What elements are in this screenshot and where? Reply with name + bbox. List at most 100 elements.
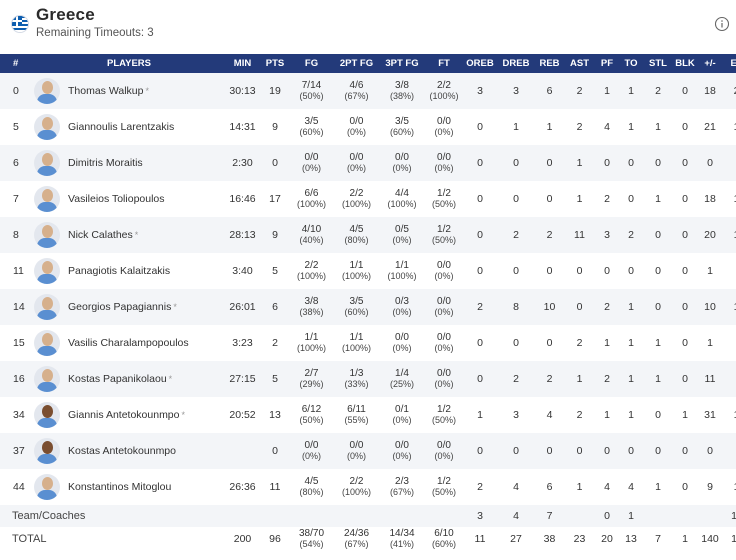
stat-eff: 21 (723, 73, 736, 109)
stat-dreb: 8 (513, 301, 519, 313)
fg-stack: 1/1 (100%) (297, 332, 326, 354)
ft-made-attempted: 0/0 (437, 152, 451, 163)
player-name-link[interactable]: Konstantinos Mitoglou (68, 481, 172, 493)
player-name-link[interactable]: Thomas Walkup (68, 85, 144, 97)
column-header-players: PLAYERS (107, 58, 151, 69)
player-name-link[interactable]: Panagiotis Kalaitzakis (68, 265, 171, 277)
empty-cell (379, 505, 425, 527)
fg2-made-attempted: 1/1 (349, 332, 364, 343)
empty-cell (289, 505, 334, 527)
player-row[interactable]: 6 Dimitris Moraitis 2:30 0 0/0 (0%) 0/0 (0%) 0/0… (0, 145, 736, 181)
stat-pm: 18 (704, 193, 716, 205)
team-header: Greece Remaining Timeouts: 3 (0, 0, 736, 54)
player-info: Konstantinos Mitoglou (34, 474, 224, 500)
player-row[interactable]: 5 Giannoulis Larentzakis 14:31 9 3/5 (60%) 0/0… (0, 109, 736, 145)
stat-eff: 10 (723, 289, 736, 325)
stat-ast: 1 (576, 193, 583, 205)
info-icon[interactable] (714, 16, 730, 32)
ft-stack: 1/2 (50%) (432, 476, 456, 498)
player-name-link[interactable]: Giannoulis Larentzakis (68, 121, 175, 133)
player-row[interactable]: 8 Nick Calathes * 28:13 9 4/10 (40%) 4/5 (80%) 0/… (0, 217, 736, 253)
fg2-percentage: (100%) (341, 487, 371, 497)
stat-blk: 0 (682, 157, 688, 169)
ft-percentage: (50%) (431, 415, 456, 425)
minutes (224, 433, 261, 469)
fg3-percentage: (38%) (389, 91, 414, 101)
starter-marker: * (181, 410, 186, 420)
ft-cell: 0/0 (0%) (425, 109, 463, 145)
total-fg3-made-attempted: 14/34 (389, 528, 415, 539)
fg3-stack: 0/0 (0%) (392, 152, 411, 174)
fg-percentage: (29%) (299, 379, 324, 389)
ft-percentage: (0%) (434, 343, 454, 353)
player-name-link[interactable]: Giannis Antetokounmpo (68, 409, 180, 421)
player-info: Panagiotis Kalaitzakis (34, 258, 224, 284)
ft-made-attempted: 1/2 (437, 476, 451, 487)
stat-to: 1 (628, 121, 634, 133)
ft-cell: 1/2 (50%) (425, 181, 463, 217)
stat-pm: 31 (704, 409, 716, 421)
stat-to: 0 (628, 193, 634, 205)
ft-percentage: (50%) (431, 487, 456, 497)
stat-to: 2 (628, 229, 634, 241)
player-name-link[interactable]: Kostas Papanikolaou (68, 373, 167, 385)
fg3-percentage: (100%) (387, 199, 417, 209)
fg-made-attempted: 3/5 (304, 116, 319, 127)
player-name-link[interactable]: Kostas Antetokounmpo (68, 445, 176, 457)
stat-oreb: 0 (477, 265, 483, 277)
stat-pm: 0 (707, 157, 713, 169)
fg-made-attempted: 4/10 (301, 224, 322, 235)
fg3-cell: 4/4 (100%) (379, 181, 425, 217)
starter-marker: * (173, 302, 177, 312)
player-row[interactable]: 7 Vasileios Toliopoulos 16:46 17 6/6 (100%) 2/… (0, 181, 736, 217)
ft-stack: 2/2 (100%) (429, 80, 458, 102)
fg2-stack: 6/11 (55%) (344, 404, 368, 426)
player-row[interactable]: 37 Kostas Antetokounmpo 0 0/0 (0%) 0/0 (0%) 0/0… (0, 433, 736, 469)
player-avatar (34, 366, 60, 392)
stat-eff: 1 (723, 145, 736, 181)
player-avatar (34, 474, 60, 500)
player-row[interactable]: 16 Kostas Papanikolaou * 27:15 5 2/7 (29%) 1/3(… (0, 361, 736, 397)
jersey-number: 7 (13, 193, 19, 205)
stat-pm: 1 (707, 337, 713, 349)
player-row[interactable]: 34 Giannis Antetokounmpo * 20:52 13 6/12 (50%)… (0, 397, 736, 433)
player-name-link[interactable]: Vasilis Charalampopoulos (68, 337, 189, 349)
player-name-link[interactable]: Vasileios Toliopoulos (68, 193, 165, 205)
fg3-percentage: (0%) (392, 235, 412, 245)
points: 5 (272, 373, 278, 385)
starter-marker: * (145, 86, 149, 96)
total-fg3-cell: 14/34 (41%) (379, 527, 425, 551)
stat-ast: 2 (576, 409, 583, 421)
stat-to: 0 (628, 445, 634, 457)
fg-cell: 6/6 (100%) (289, 181, 334, 217)
player-row[interactable]: 15 Vasilis Charalampopoulos 3:23 2 1/1 (100%)… (0, 325, 736, 361)
jersey-number: 16 (13, 373, 25, 385)
total-fg2-percentage: (67%) (344, 539, 369, 549)
player-row[interactable]: 0 Thomas Walkup * 30:13 19 7/14 (50%) 4/6 (67%) 3… (0, 73, 736, 109)
player-name-link[interactable]: Nick Calathes (68, 229, 133, 241)
ft-made-attempted: 0/0 (437, 296, 451, 307)
column-header-number: # (13, 58, 19, 69)
fg3-cell: 0/0 (0%) (379, 145, 425, 181)
player-row[interactable]: 14 Georgios Papagiannis * 26:01 6 3/8 (38%) 3/5… (0, 289, 736, 325)
player-row[interactable]: 44 Konstantinos Mitoglou 26:36 11 4/5 (80%) 2/… (0, 469, 736, 505)
player-avatar (34, 258, 60, 284)
column-header-pf: PF (600, 58, 614, 69)
fg-cell: 4/10 (40%) (289, 217, 334, 253)
stat-stl: 0 (655, 229, 661, 241)
team-coaches-row: Team/Coaches 3 4 7 0 1 116 (0, 505, 736, 527)
player-name-link[interactable]: Georgios Papagiannis (68, 301, 172, 313)
total-fg-percentage: (54%) (299, 539, 324, 549)
ft-stack: 0/0 (0%) (434, 152, 453, 174)
fg-stack: 6/12 (50%) (299, 404, 323, 426)
fg3-made-attempted: 1/1 (395, 260, 409, 271)
player-row[interactable]: 11 Panagiotis Kalaitzakis 3:40 5 2/2 (100%) 1/… (0, 253, 736, 289)
ft-made-attempted: 2/2 (437, 80, 451, 91)
column-header-ft: FT (438, 58, 450, 69)
ft-stack: 0/0 (0%) (434, 260, 453, 282)
jersey-number: 34 (13, 409, 25, 421)
total-points: 96 (269, 533, 281, 545)
fg2-cell: 4/5 (80%) (334, 217, 379, 253)
player-name-link[interactable]: Dimitris Moraitis (68, 157, 143, 169)
points: 9 (272, 229, 278, 241)
